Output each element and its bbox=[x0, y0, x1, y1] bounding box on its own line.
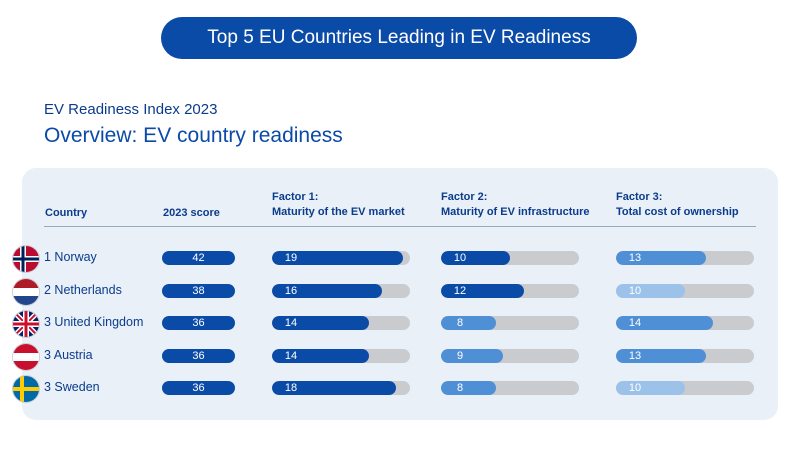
factor-2-bar bbox=[441, 348, 504, 363]
header-divider bbox=[44, 226, 756, 227]
column-header-factor-2: Factor 2: Maturity of EV infrastructure bbox=[441, 190, 590, 220]
column-header-factor-1: Factor 1: Maturity of the EV market bbox=[272, 190, 405, 220]
factor-1-bar bbox=[272, 316, 369, 330]
factor-1-bar bbox=[272, 381, 397, 395]
country-label: 1 Norway bbox=[44, 250, 97, 264]
score-pill: 42 bbox=[162, 251, 235, 265]
factor-1-track: 19 bbox=[272, 251, 410, 265]
factor-2-value: 12 bbox=[453, 284, 467, 297]
readiness-table-panel: Country 2023 score Factor 1: Maturity of… bbox=[12, 168, 778, 420]
chart-title: Top 5 EU Countries Leading in EV Readine… bbox=[161, 17, 637, 59]
table-row: 3 Austria 36 14 9 13 bbox=[12, 342, 778, 371]
factor-2-label: Factor 2: bbox=[441, 191, 488, 203]
factor-3-value: 13 bbox=[628, 349, 642, 362]
factor-3-value: 13 bbox=[628, 252, 642, 264]
factor-2-value: 9 bbox=[456, 349, 464, 362]
table-row: 1 Norway 42 19 10 13 bbox=[12, 245, 778, 273]
factor-1-bar bbox=[272, 251, 404, 265]
netherlands-flag-icon bbox=[12, 277, 40, 306]
table-row: 2 Netherlands 38 16 12 10 bbox=[12, 277, 778, 306]
factor-3-track: 10 bbox=[616, 283, 754, 298]
overview-heading: Overview: EV country readiness bbox=[44, 124, 343, 147]
column-header-factor-3: Factor 3: Total cost of ownership bbox=[616, 190, 739, 220]
factor-2-track: 8 bbox=[441, 316, 579, 330]
factor-1-value: 16 bbox=[284, 284, 298, 297]
country-label: 3 United Kingdom bbox=[44, 315, 144, 329]
score-value: 36 bbox=[192, 382, 205, 394]
column-header-country: Country bbox=[45, 207, 88, 219]
factor-2-track: 9 bbox=[441, 348, 579, 363]
factor-3-label: Factor 3: bbox=[616, 191, 663, 203]
factor-1-track: 14 bbox=[272, 316, 410, 330]
factor-3-value: 10 bbox=[628, 284, 642, 297]
table-row: 3 United Kingdom 36 14 8 14 bbox=[12, 310, 778, 338]
score-pill: 36 bbox=[162, 316, 235, 330]
score-value: 36 bbox=[192, 349, 205, 362]
score-value: 36 bbox=[192, 317, 205, 329]
factor-1-track: 16 bbox=[272, 283, 410, 298]
score-value: 42 bbox=[192, 252, 205, 264]
factor-2-bar bbox=[441, 283, 524, 298]
factor-1-title: Maturity of the EV market bbox=[272, 206, 405, 218]
factor-1-track: 18 bbox=[272, 381, 410, 395]
norway-flag-icon bbox=[12, 245, 40, 273]
factor-3-bar bbox=[616, 251, 706, 265]
column-header-score: 2023 score bbox=[163, 207, 220, 219]
factor-3-bar bbox=[616, 283, 685, 298]
factor-3-bar bbox=[616, 348, 706, 363]
factor-3-bar bbox=[616, 316, 713, 330]
united-kingdom-flag-icon bbox=[12, 310, 40, 338]
factor-1-label: Factor 1: bbox=[272, 191, 319, 203]
factor-2-track: 12 bbox=[441, 283, 579, 298]
score-pill: 38 bbox=[162, 283, 235, 298]
score-value: 38 bbox=[192, 284, 205, 297]
factor-2-bar bbox=[441, 316, 497, 330]
factor-2-bar bbox=[441, 251, 510, 265]
country-label: 2 Netherlands bbox=[44, 282, 122, 297]
factor-2-title: Maturity of EV infrastructure bbox=[441, 206, 590, 218]
score-pill: 36 bbox=[162, 348, 235, 363]
factor-2-value: 10 bbox=[453, 252, 467, 264]
factor-3-track: 13 bbox=[616, 348, 754, 363]
factor-2-value: 8 bbox=[456, 317, 464, 329]
factor-2-track: 10 bbox=[441, 251, 579, 265]
factor-3-value: 14 bbox=[628, 317, 642, 329]
subtitle: EV Readiness Index 2023 bbox=[44, 101, 218, 118]
factor-2-track: 8 bbox=[441, 381, 579, 395]
factor-3-track: 13 bbox=[616, 251, 754, 265]
factor-2-value: 8 bbox=[456, 382, 464, 394]
factor-3-value: 10 bbox=[628, 382, 642, 394]
factor-3-track: 10 bbox=[616, 381, 754, 395]
factor-3-bar bbox=[616, 381, 685, 395]
score-pill: 36 bbox=[162, 381, 235, 395]
factor-1-value: 14 bbox=[284, 349, 298, 362]
austria-flag-icon bbox=[12, 342, 40, 371]
factor-1-track: 14 bbox=[272, 348, 410, 363]
factor-1-value: 18 bbox=[284, 382, 298, 394]
factor-1-bar bbox=[272, 348, 369, 363]
country-label: 3 Sweden bbox=[44, 380, 100, 394]
factor-3-track: 14 bbox=[616, 316, 754, 330]
factor-2-bar bbox=[441, 381, 497, 395]
sweden-flag-icon bbox=[12, 375, 40, 403]
factor-1-value: 19 bbox=[284, 252, 298, 264]
factor-3-title: Total cost of ownership bbox=[616, 206, 739, 218]
country-label: 3 Austria bbox=[44, 347, 93, 362]
factor-1-value: 14 bbox=[284, 317, 298, 329]
table-row: 3 Sweden 36 18 8 10 bbox=[12, 375, 778, 403]
factor-1-bar bbox=[272, 283, 383, 298]
